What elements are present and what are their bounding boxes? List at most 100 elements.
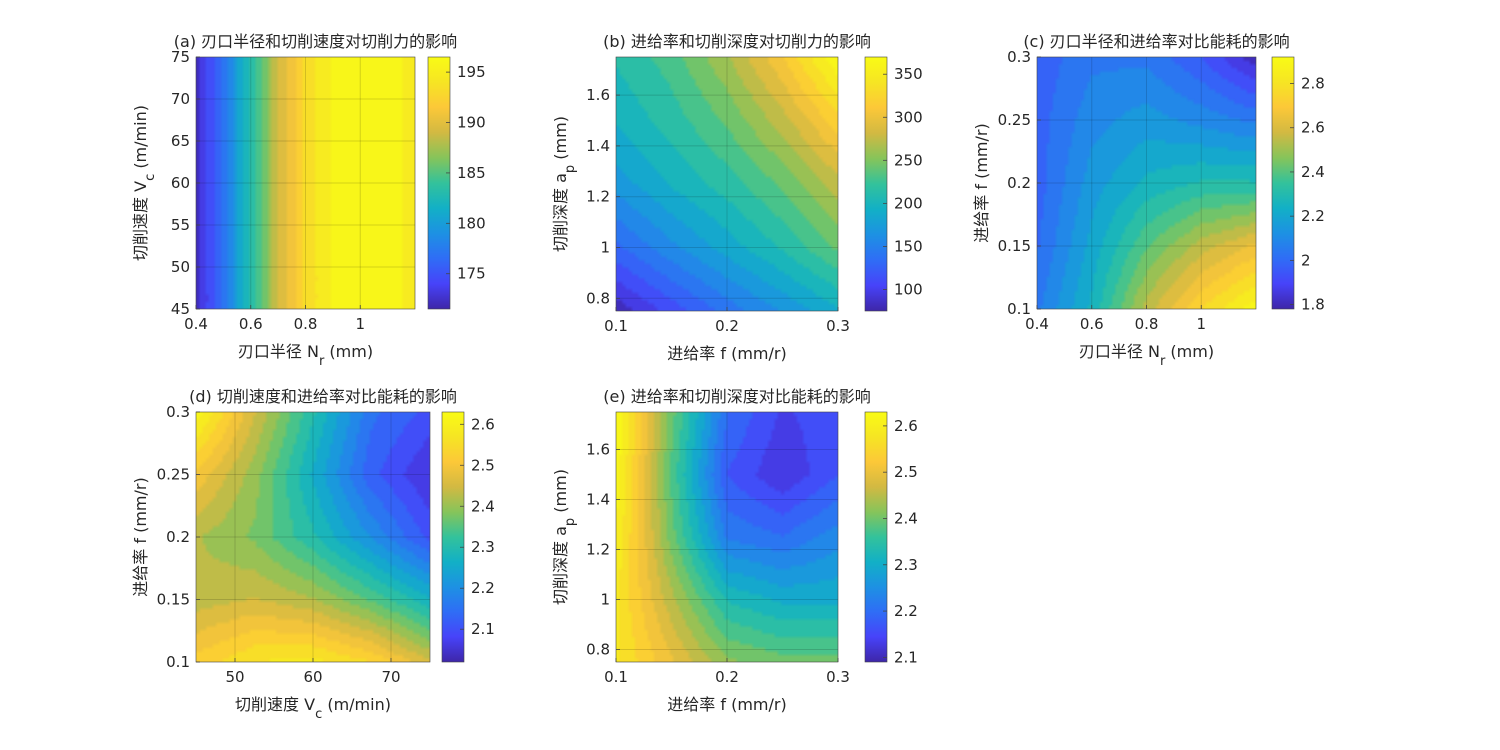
y-tick-label: 1.6 — [586, 86, 610, 104]
x-tick-label: 0.4 — [1025, 315, 1049, 333]
colorbar: 100 150 200 250 300 350 — [864, 56, 923, 312]
y-tick-label: 0.2 — [1007, 174, 1031, 192]
grid-lines — [616, 412, 838, 662]
x-tick-label: 0.3 — [826, 668, 850, 686]
grid-lines — [616, 57, 838, 311]
chart-panel-3: 0.4 0.6 0.8 1 0.1 0.15 0.2 0.25 0.3(c) 刃口半径和进给率对… — [972, 32, 1325, 369]
y-tick-label: 0.3 — [166, 403, 190, 421]
y-tick-label: 0.1 — [1007, 300, 1031, 318]
colorbar-gradient — [864, 411, 888, 663]
y-tick-label: 1.6 — [586, 441, 610, 459]
x-axis-label: 进给率 f (mm/r) — [667, 344, 786, 363]
x-tick-label: 0.3 — [826, 317, 850, 335]
colorbar-gradient — [427, 56, 451, 310]
x-tick-label: 60 — [303, 668, 322, 686]
colorbar-tick-label: 2.4 — [894, 509, 918, 527]
colorbar-tick-label: 185 — [457, 164, 486, 182]
y-tick-label: 1 — [600, 591, 610, 609]
colorbar-tick-label: 2.6 — [894, 417, 918, 435]
colorbar-tick-label: 190 — [457, 114, 486, 132]
grid-lines — [1037, 57, 1256, 309]
y-tick-label: 50 — [171, 258, 190, 276]
y-tick-label: 0.15 — [998, 237, 1031, 255]
colorbar-tick-label: 2.5 — [894, 463, 918, 481]
heatmap-surface — [616, 412, 838, 662]
colorbar-tick-label: 2.4 — [471, 497, 495, 515]
y-tick-label: 0.3 — [1007, 48, 1031, 66]
chart-panel-4: 50 60 70 0.1 0.15 0.2 0.25 0.3(d) 切削速度和进给率对比能耗的… — [131, 387, 495, 722]
chart-title: (d) 切削速度和进给率对比能耗的影响 — [189, 387, 457, 406]
colorbar-tick-label: 195 — [457, 63, 486, 81]
colorbar-tick-label: 200 — [894, 194, 923, 212]
x-axis-label: 刃口半径 Nr (mm) — [238, 342, 373, 369]
heatmap-surface — [616, 57, 838, 311]
x-tick-label: 1 — [355, 315, 365, 333]
colorbar-tick-label: 2.3 — [471, 538, 495, 556]
x-tick-label: 50 — [225, 668, 244, 686]
colorbar-tick-label: 300 — [894, 108, 923, 126]
heatmap-surface — [196, 412, 430, 662]
colorbar-tick-label: 100 — [894, 280, 923, 298]
grid-lines — [196, 57, 415, 309]
colorbar-tick-label: 2.8 — [1301, 75, 1325, 93]
colorbar-tick-label: 150 — [894, 237, 923, 255]
colorbar-tick-label: 2 — [1301, 251, 1311, 269]
y-tick-label: 0.2 — [166, 528, 190, 546]
y-tick-label: 70 — [171, 90, 190, 108]
colorbar-tick-label: 2.6 — [471, 415, 495, 433]
colorbar-tick-label: 2.4 — [1301, 163, 1325, 181]
y-tick-label: 0.8 — [586, 641, 610, 659]
x-tick-label: 0.2 — [715, 317, 739, 335]
y-tick-label: 75 — [171, 48, 190, 66]
x-tick-label: 1 — [1196, 315, 1206, 333]
colorbar-tick-label: 2.6 — [1301, 119, 1325, 137]
colorbar-tick-label: 2.1 — [894, 648, 918, 666]
colorbar: 2.1 2.2 2.3 2.4 2.5 2.6 — [441, 411, 495, 663]
colorbar-tick-label: 1.8 — [1301, 296, 1325, 314]
y-tick-label: 45 — [171, 300, 190, 318]
y-tick-label: 0.15 — [157, 591, 190, 609]
colorbar: 175 180 185 190 195 — [427, 56, 486, 310]
chart-title: (a) 刃口半径和切削速度对切削力的影响 — [174, 32, 457, 51]
y-tick-label: 0.25 — [998, 111, 1031, 129]
y-axis-label: 切削深度 ap (mm) — [551, 469, 578, 605]
colorbar-tick-label: 2.3 — [894, 556, 918, 574]
x-tick-label: 0.1 — [604, 317, 628, 335]
y-tick-label: 55 — [171, 216, 190, 234]
y-tick-label: 1.4 — [586, 491, 610, 509]
y-axis-label: 切削深度 ap (mm) — [551, 116, 578, 252]
x-tick-label: 0.8 — [294, 315, 318, 333]
colorbar-gradient — [1271, 56, 1295, 310]
colorbar: 1.8 2 2.2 2.4 2.6 2.8 — [1271, 56, 1325, 314]
y-tick-label: 1.2 — [586, 541, 610, 559]
chart-title: (c) 刃口半径和进给率对比能耗的影响 — [1023, 32, 1289, 51]
chart-title: (b) 进给率和切削深度对切削力的影响 — [603, 32, 871, 51]
y-tick-label: 1 — [600, 239, 610, 257]
x-tick-label: 0.6 — [1080, 315, 1104, 333]
x-tick-label: 70 — [381, 668, 400, 686]
colorbar-tick-label: 2.2 — [1301, 207, 1325, 225]
x-axis-label: 刃口半径 Nr (mm) — [1079, 342, 1214, 369]
chart-panel-5: 0.1 0.2 0.3 0.8 1 1.2 1.4 1.6 (e) 进给率和切削深度对比能耗的影… — [551, 387, 918, 714]
colorbar-tick-label: 175 — [457, 265, 486, 283]
colorbar-gradient — [864, 56, 888, 312]
y-axis-label: 进给率 f (mm/r) — [972, 123, 991, 242]
y-tick-label: 1.4 — [586, 137, 610, 155]
y-axis-label: 切削速度 Vc (m/min) — [131, 105, 158, 261]
colorbar-tick-label: 2.1 — [471, 620, 495, 638]
x-tick-label: 0.8 — [1135, 315, 1159, 333]
colorbar-tick-label: 2.5 — [471, 456, 495, 474]
heatmap-surface — [196, 57, 415, 309]
x-tick-label: 0.1 — [604, 668, 628, 686]
x-axis-label: 进给率 f (mm/r) — [667, 695, 786, 714]
chart-title: (e) 进给率和切削深度对比能耗的影响 — [603, 387, 870, 406]
colorbar-tick-label: 350 — [894, 65, 923, 83]
colorbar-tick-label: 2.2 — [894, 602, 918, 620]
y-axis-label: 进给率 f (mm/r) — [131, 477, 150, 596]
y-tick-label: 0.1 — [166, 653, 190, 671]
y-tick-label: 60 — [171, 174, 190, 192]
grid-lines — [196, 412, 430, 662]
x-tick-label: 0.4 — [184, 315, 208, 333]
y-tick-label: 0.25 — [157, 466, 190, 484]
y-tick-label: 0.8 — [586, 289, 610, 307]
